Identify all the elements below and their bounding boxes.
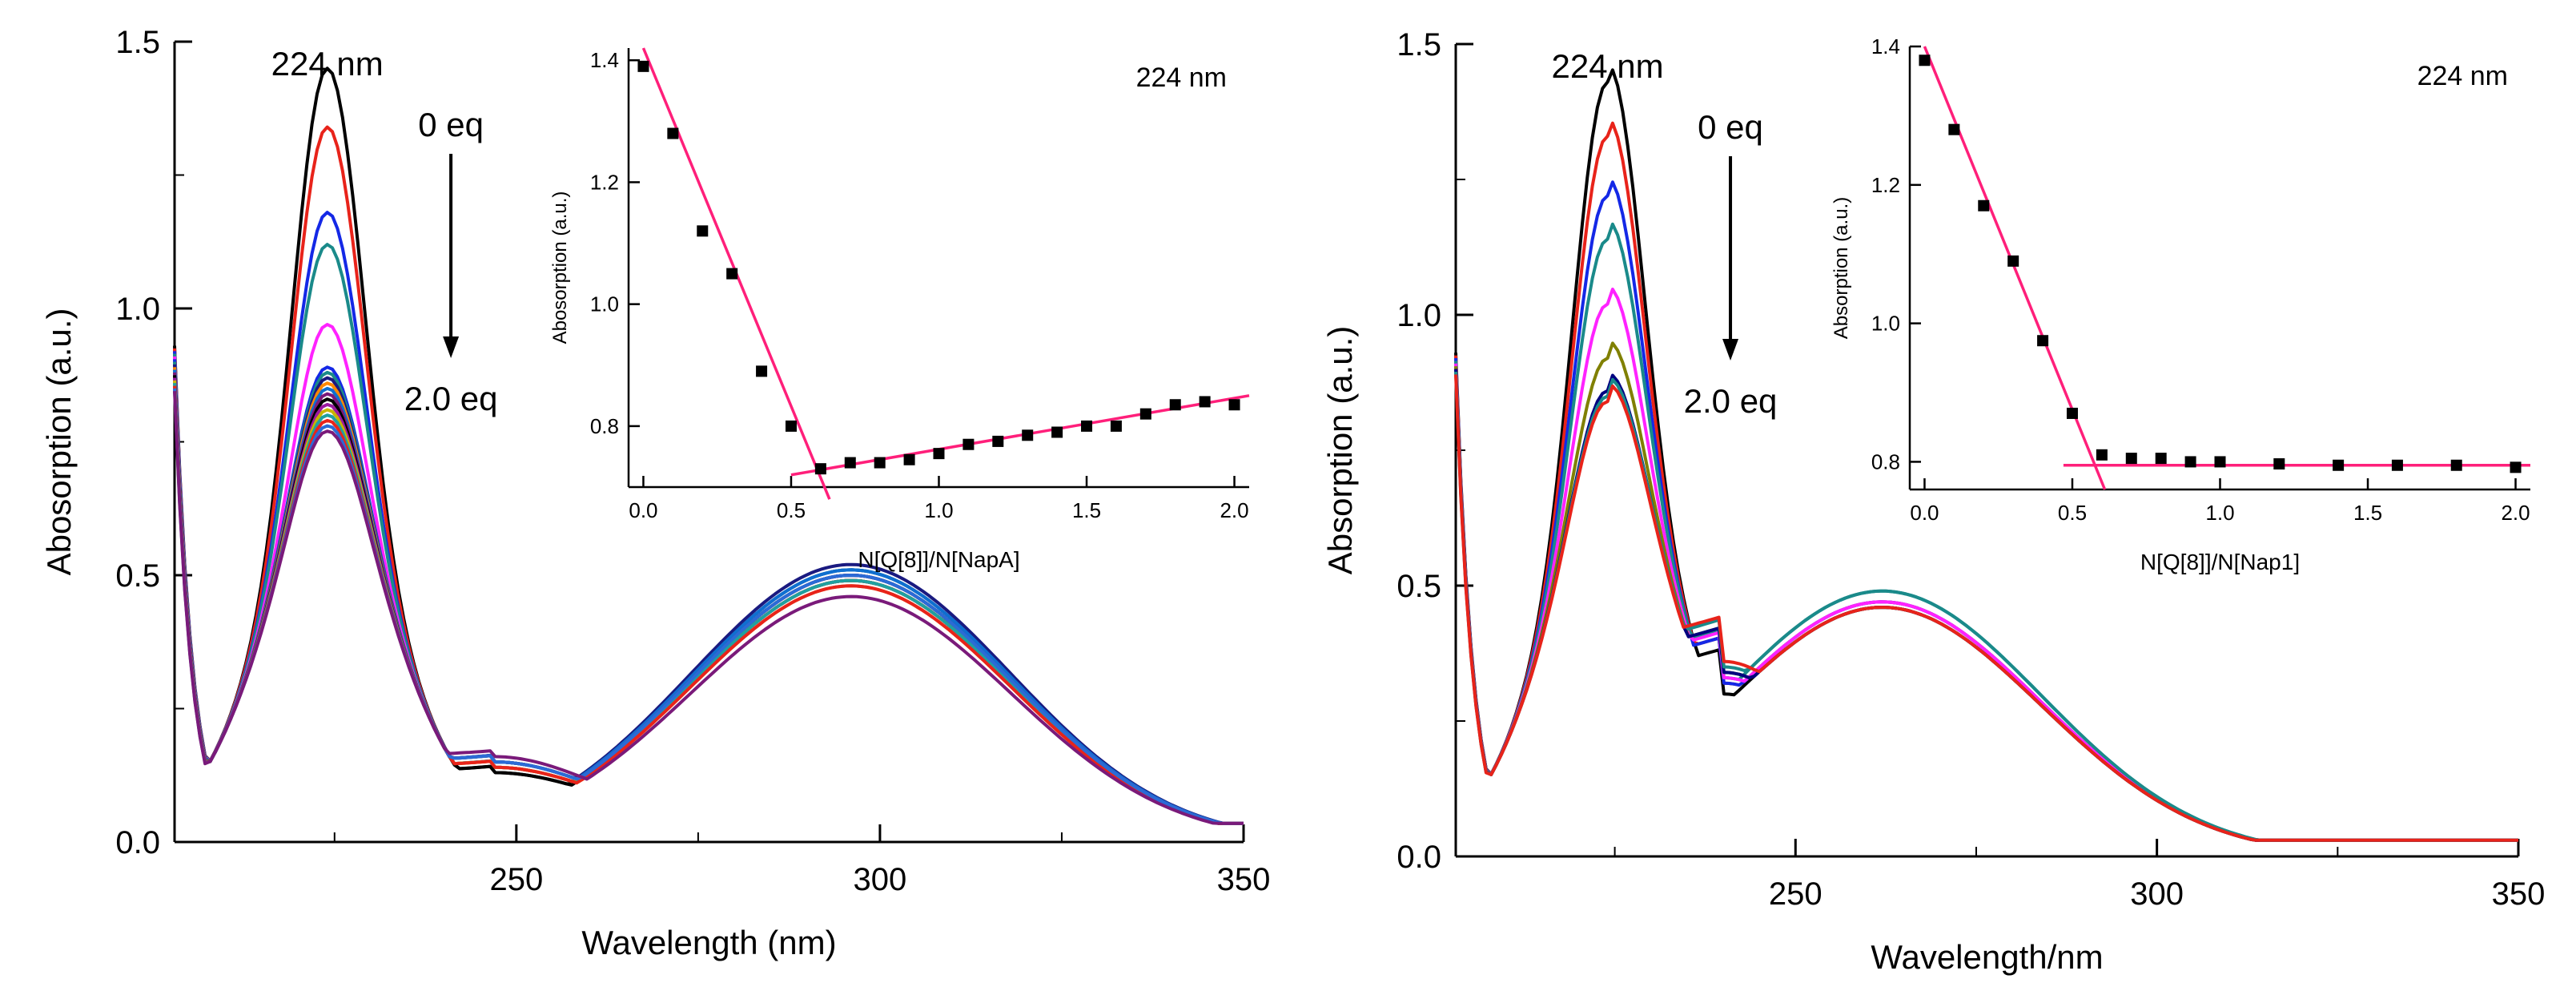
inset-y-tick-label: 1.4 <box>1871 34 1900 58</box>
data-point <box>1978 199 1990 211</box>
y-tick-label: 1.0 <box>1397 298 1441 333</box>
peak-annotation: 224 nm <box>271 45 384 83</box>
start-eq-label: 0 eq <box>418 106 484 143</box>
inset-y-tick-label: 1.0 <box>590 292 619 316</box>
inset-x-tick-label: 0.5 <box>777 498 806 522</box>
y-axis-label: Abosorption (a.u.) <box>40 308 78 576</box>
arrow-head <box>443 336 460 358</box>
inset-title: 224 nm <box>1136 62 1227 93</box>
x-axis-label: Wavelength/nm <box>1871 938 2103 976</box>
inset-y-tick-label: 1.2 <box>590 170 619 194</box>
inset-background <box>1910 46 2530 489</box>
inset-x-tick-label: 0.0 <box>629 498 657 522</box>
inset-y-tick-label: 1.0 <box>1871 312 1900 336</box>
inset-x-axis-label: N[Q[8]]/N[Nap1] <box>2140 550 2300 574</box>
data-point <box>1948 123 1960 135</box>
data-point <box>1051 426 1063 438</box>
x-tick-label: 250 <box>489 862 543 897</box>
end-eq-label: 2.0 eq <box>404 380 498 417</box>
y-tick-label: 0.0 <box>1397 840 1441 875</box>
data-point <box>2125 453 2137 465</box>
y-tick-label: 0.5 <box>1397 569 1441 604</box>
data-point <box>2214 456 2226 468</box>
data-point <box>667 127 679 139</box>
inset-y-tick-label: 1.4 <box>590 48 619 72</box>
right-main-plot: 0.0 0.5 1.0 1.5 250 300 350 Wavelength/nm Absorp… <box>1321 27 2545 976</box>
left-inset-plot: 0.8 1.0 1.2 1.4 0.0 0.5 1.0 1.5 2.0 224 nm N[Q[8]]… <box>549 47 1250 572</box>
data-point <box>903 453 915 465</box>
inset-y-tick-label: 0.8 <box>590 414 619 438</box>
data-point <box>962 438 975 450</box>
inset-title: 224 nm <box>2417 61 2508 91</box>
left-main-plot: 0.0 0.5 1.0 1.5 250 300 350 Wavelength (nm) Abos… <box>40 25 1270 961</box>
inset-x-tick-label: 2.0 <box>1220 498 1248 522</box>
data-point <box>992 435 1004 447</box>
inset-x-tick-label: 0.0 <box>1910 501 1939 525</box>
data-point <box>1228 399 1240 411</box>
inset-background <box>629 48 1249 487</box>
y-tick-label: 0.5 <box>115 558 160 594</box>
data-point <box>1022 429 1034 441</box>
data-point <box>697 225 709 237</box>
data-point <box>2096 449 2108 461</box>
inset-x-tick-label: 1.0 <box>924 498 953 522</box>
y-tick-label: 1.5 <box>115 25 160 60</box>
y-tick-label: 1.5 <box>1397 27 1441 62</box>
arrow-head <box>1722 339 1739 361</box>
data-point <box>2333 459 2345 471</box>
end-eq-label: 2.0 eq <box>1684 382 1778 420</box>
x-axis-label: Wavelength (nm) <box>581 924 836 961</box>
data-point <box>756 365 768 377</box>
data-point <box>933 448 945 460</box>
x-tick-label: 300 <box>2130 876 2184 912</box>
data-point <box>1169 399 1181 411</box>
y-tick-label: 1.0 <box>115 292 160 327</box>
spectrum-line <box>173 391 1244 825</box>
data-point <box>2037 335 2049 347</box>
data-point <box>844 457 856 469</box>
data-point <box>2155 453 2167 465</box>
x-tick-label: 350 <box>1217 862 1271 897</box>
inset-x-tick-label: 1.5 <box>2353 501 2382 525</box>
data-point <box>1919 54 1931 66</box>
inset-y-axis-label: Absorption (a.u.) <box>1831 197 1852 339</box>
x-tick-label: 300 <box>854 862 907 897</box>
peak-annotation: 224 nm <box>1552 47 1664 85</box>
inset-x-tick-label: 1.0 <box>2205 501 2234 525</box>
data-point <box>1110 420 1122 432</box>
inset-y-axis-label: Abosorption (a.u.) <box>549 191 571 344</box>
data-point <box>2273 458 2285 470</box>
spectrum-line <box>1454 374 2518 842</box>
data-point <box>637 60 649 72</box>
data-point <box>726 268 738 280</box>
data-point <box>2066 407 2078 419</box>
inset-y-tick-label: 1.2 <box>1871 173 1900 197</box>
y-tick-label: 0.0 <box>115 825 160 860</box>
inset-x-tick-label: 0.5 <box>2058 501 2087 525</box>
data-point <box>2184 456 2196 468</box>
data-point <box>1081 420 1093 432</box>
x-tick-label: 350 <box>2492 876 2546 912</box>
data-point <box>1139 408 1151 420</box>
data-point <box>2510 461 2522 473</box>
data-point <box>2391 459 2403 471</box>
inset-y-tick-label: 0.8 <box>1871 449 1900 473</box>
y-axis-label: Absorption (a.u.) <box>1321 326 1359 575</box>
start-eq-label: 0 eq <box>1698 108 1763 146</box>
data-point <box>2450 459 2462 471</box>
data-point <box>1199 396 1211 408</box>
data-point <box>785 420 797 432</box>
inset-x-tick-label: 2.0 <box>2501 501 2530 525</box>
inset-x-tick-label: 1.5 <box>1072 498 1101 522</box>
inset-x-axis-label: N[Q[8]]/N[NapA] <box>858 547 1019 572</box>
data-point <box>874 457 886 469</box>
data-point <box>814 463 826 475</box>
right-inset-plot: 0.8 1.0 1.2 1.4 0.0 0.5 1.0 1.5 2.0 224 nm N[Q[8]]… <box>1831 34 2530 574</box>
x-tick-label: 250 <box>1769 876 1822 912</box>
data-point <box>2007 255 2019 267</box>
